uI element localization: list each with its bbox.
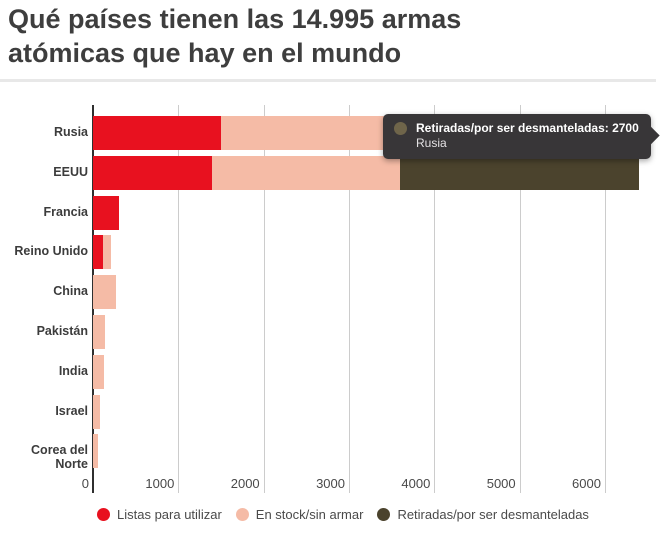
chart-title-line1: Qué países tienen las 14.995 armas (8, 4, 462, 34)
x-tick-label: 0 (81, 476, 89, 491)
legend-dot-icon (97, 508, 110, 521)
country-label-israel: Israel (55, 403, 88, 418)
chart-title: Qué países tienen las 14.995 armas atómi… (8, 2, 568, 70)
bar-segment[interactable] (93, 235, 104, 270)
country-label-francia: Francia (43, 204, 88, 219)
tooltip-arrow-icon (641, 126, 660, 145)
x-tick-label: 3000 (316, 476, 345, 491)
legend-item: En stock/sin armar (235, 507, 364, 522)
tooltip-value-text: Retiradas/por ser desmanteladas: 2700 (416, 121, 639, 135)
gridline (604, 105, 606, 493)
legend-label: En stock/sin armar (255, 507, 364, 522)
bar-segment[interactable] (103, 235, 112, 270)
title-divider (0, 79, 656, 82)
tooltip-country-text: Rusia (416, 136, 447, 150)
country-label-china: China (53, 284, 88, 299)
bar-segment[interactable] (93, 394, 100, 429)
country-label-corea-del-norte: Corea del Norte (31, 443, 88, 472)
gridline (178, 105, 180, 493)
bar-segment[interactable] (93, 195, 119, 230)
legend-item: Listas para utilizar (97, 507, 222, 522)
gridline (348, 105, 350, 493)
chart-legend: Listas para utilizar En stock/sin armar Re… (97, 507, 589, 522)
gridline (519, 105, 521, 493)
bar-segment[interactable] (93, 434, 99, 469)
legend-dot-icon (235, 508, 249, 521)
legend-label: Listas para utilizar (117, 507, 222, 522)
country-label-pakist-n: Pakistán (36, 324, 88, 338)
country-label-india: India (58, 363, 88, 378)
x-tick-label: 2000 (230, 476, 260, 491)
country-label-eeuu: EEUU (53, 164, 88, 179)
bar-segment[interactable] (93, 275, 117, 310)
x-tick-label: 1000 (145, 476, 175, 491)
bar-segment[interactable] (93, 155, 213, 190)
tooltip-series-dot-icon (394, 121, 407, 135)
bar-segment[interactable] (93, 354, 105, 389)
bar-segment[interactable] (400, 155, 640, 190)
gridline (434, 105, 436, 493)
legend-dot-icon (377, 508, 391, 521)
x-tick-label: 6000 (572, 476, 601, 491)
tooltip: Retiradas/por ser desmanteladas: 2700 Ru… (383, 114, 660, 159)
x-tick-label: 4000 (401, 476, 431, 491)
legend-label: Retiradas/por ser desmanteladas (397, 507, 589, 522)
country-label-rusia: Rusia (53, 125, 88, 139)
country-label-reino-unido: Reino Unido (14, 244, 88, 259)
gridline (263, 105, 265, 493)
bar-segment[interactable] (212, 155, 401, 190)
chart-title-line2: atómicas que hay en el mundo (8, 38, 402, 68)
x-tick-label: 5000 (486, 476, 516, 491)
bar-segment[interactable] (93, 315, 105, 349)
bar-segment[interactable] (93, 116, 221, 150)
legend-item: Retiradas/por ser desmanteladas (377, 507, 589, 522)
